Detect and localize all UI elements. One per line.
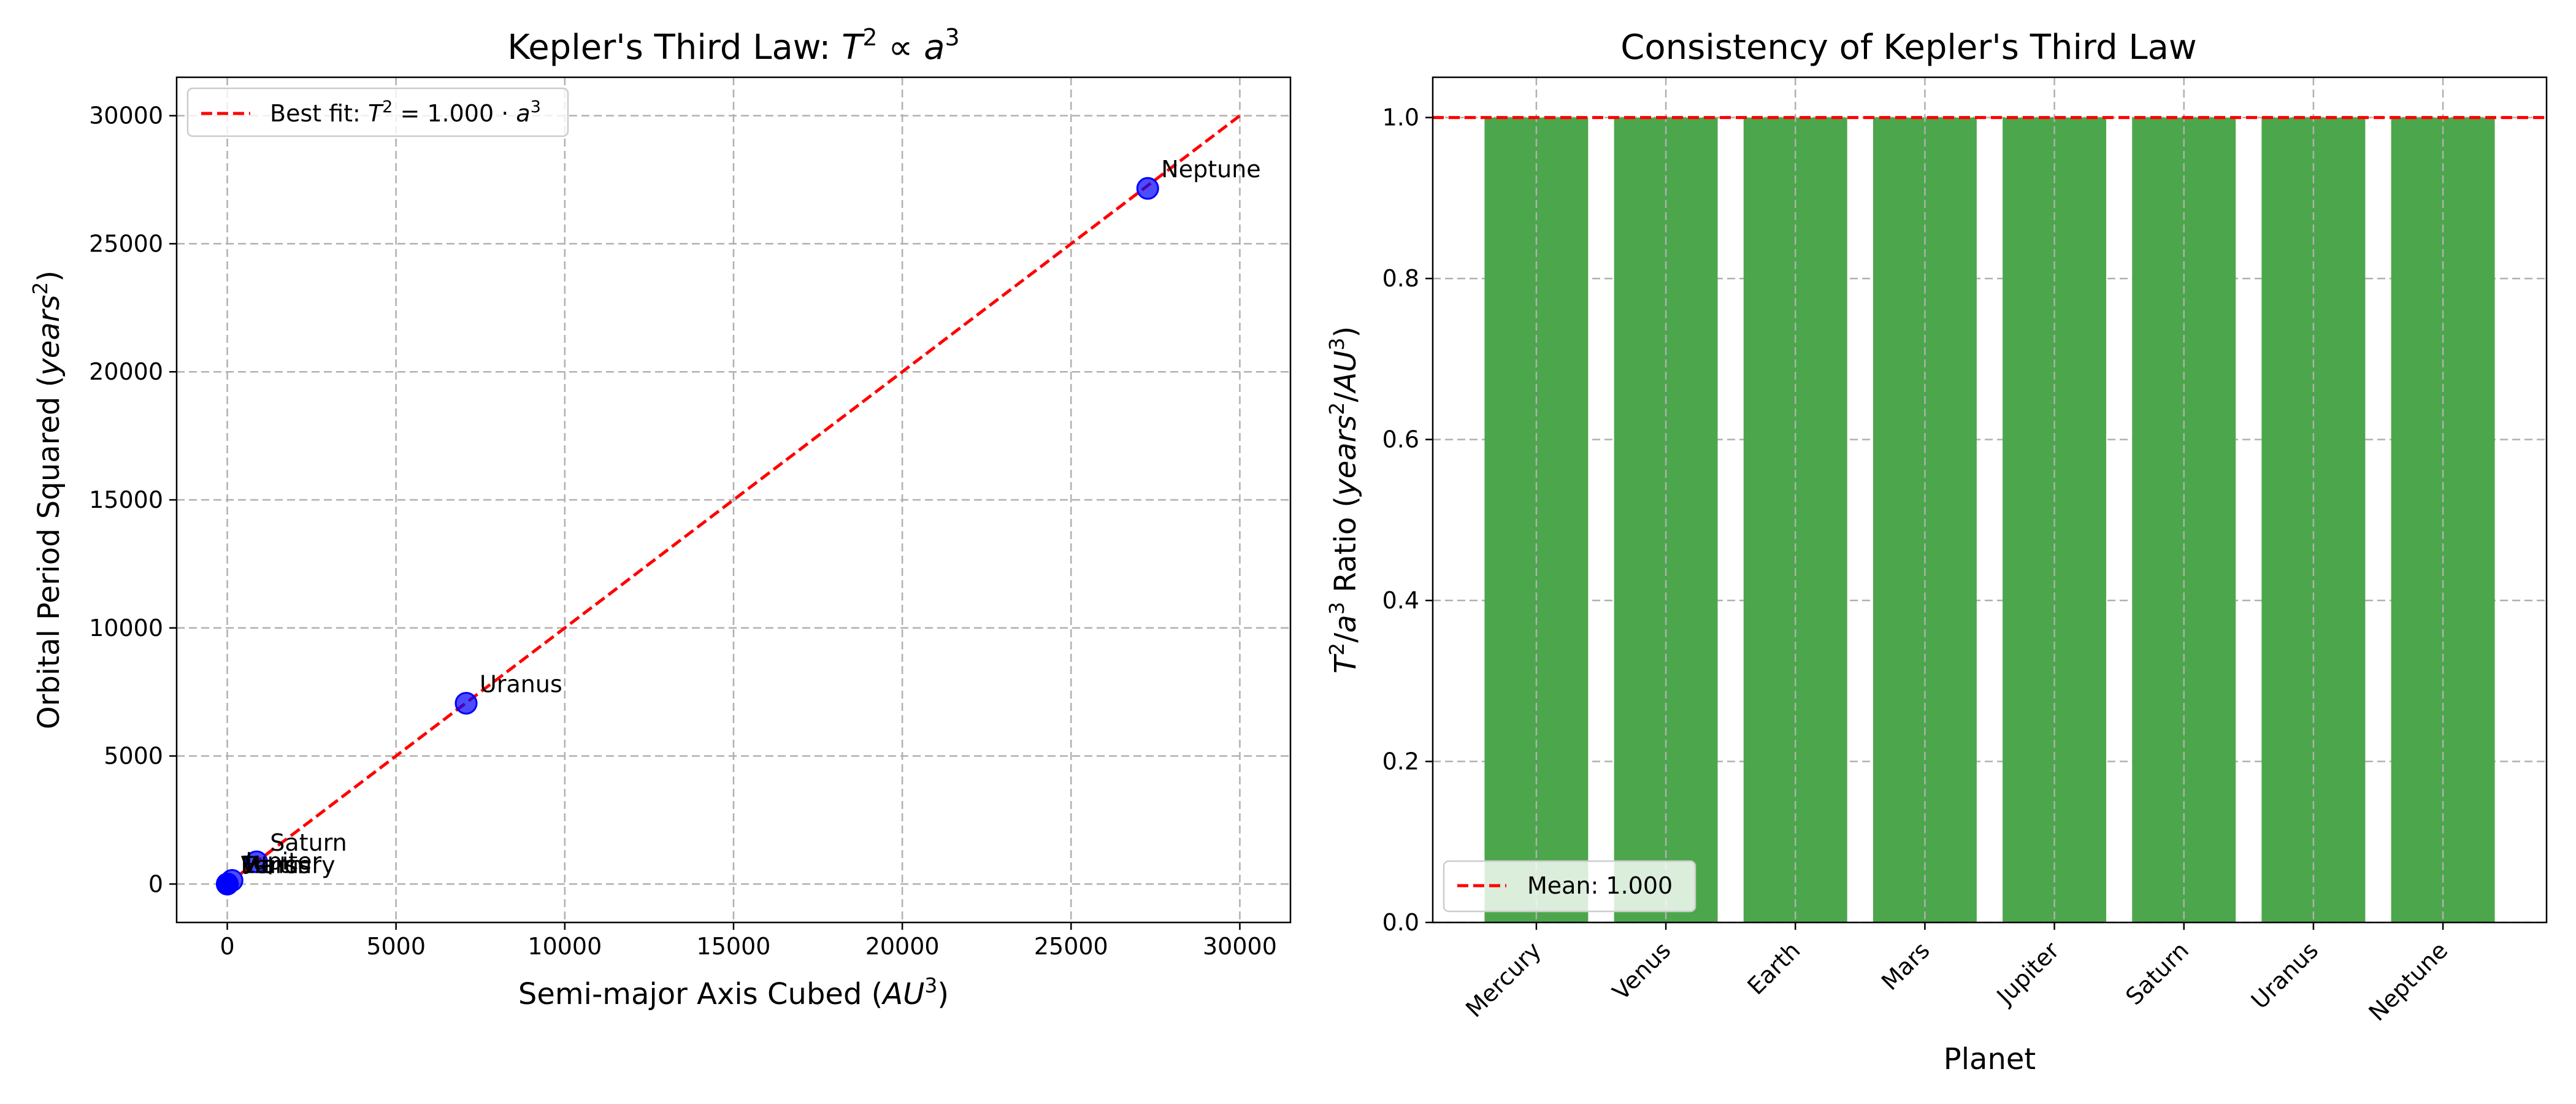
x-tick-label: 20000	[865, 933, 940, 960]
point-label: Neptune	[1161, 156, 1260, 183]
bar-legend: Mean: 1.000	[1443, 860, 1696, 913]
y-tick-label: 30000	[89, 102, 163, 129]
y-tick-label: 0	[148, 870, 163, 897]
x-tick-label: Mars	[1876, 937, 1935, 995]
x-tick-label: Uranus	[2246, 937, 2323, 1014]
scatter-y-axis-label: Orbital Period Squared (years2)	[28, 270, 67, 729]
data-point	[245, 850, 268, 873]
data-point	[1136, 177, 1159, 200]
point-label: Uranus	[480, 671, 562, 698]
x-tick-label: Neptune	[2364, 937, 2453, 1026]
x-tick-label: 25000	[1034, 933, 1108, 960]
scatter-x-ticks: 0 5000 10000 15000 20000 25000 30000	[220, 922, 1277, 960]
best-fit-layer	[226, 114, 1241, 886]
bar-x-ticks: Mercury Venus Earth Mars Jupiter Saturn Uranus…	[1460, 922, 2453, 1026]
data-point	[454, 692, 478, 715]
scatter-legend: Best fit: T2 = 1.000 · a3	[186, 87, 569, 137]
y-tick-label: 20000	[89, 358, 163, 385]
y-tick-label: 1.0	[1382, 104, 1419, 131]
bar-axes-frame	[1432, 76, 2548, 924]
scatter-chart-title: Kepler's Third Law: T2 ∝ a3	[507, 24, 959, 67]
y-tick-label: 10000	[89, 615, 163, 642]
y-tick-label: 25000	[89, 230, 163, 257]
bar-legend-box	[1443, 860, 1696, 913]
x-tick-label: Saturn	[2120, 937, 2194, 1010]
point-label: Saturn	[270, 829, 347, 856]
bars-layer	[1484, 117, 2495, 923]
bar-vertical-grid	[1535, 77, 2444, 922]
data-points-layer	[216, 177, 1159, 895]
y-tick-label: 0.6	[1382, 426, 1419, 453]
scatter-chart: Kepler's Third Law: T2 ∝ a3 MercuryVenus…	[28, 24, 1292, 1012]
x-tick-label: 15000	[697, 933, 771, 960]
bar-y-axis-label: T2/a3 Ratio (years2/AU3)	[1325, 326, 1363, 673]
best-fit-legend-label: Best fit: T2 = 1.000 · a3	[270, 98, 541, 128]
bar-grid	[1433, 117, 2547, 924]
bar-y-ticks: 0.0 0.2 0.4 0.6 0.8 1.0	[1382, 104, 1433, 936]
y-tick-label: 0.4	[1382, 587, 1419, 614]
x-tick-label: 10000	[527, 933, 602, 960]
mean-legend-label: Mean: 1.000	[1527, 872, 1673, 899]
scatter-legend-box	[186, 87, 569, 137]
bar-chart: Consistency of Kepler's Third Law Mercur…	[1325, 28, 2548, 1076]
y-tick-label: 5000	[104, 743, 163, 770]
y-tick-label: 0.2	[1382, 748, 1419, 775]
bar-chart-title: Consistency of Kepler's Third Law	[1620, 28, 2196, 67]
scatter-y-ticks: 0 5000 10000 15000 20000 25000 30000	[89, 102, 177, 897]
x-tick-label: Mercury	[1460, 937, 1546, 1022]
scatter-x-axis-label: Semi-major Axis Cubed (AU3)	[518, 973, 949, 1012]
point-label: Venus	[241, 851, 311, 878]
y-tick-label: 0.8	[1382, 265, 1419, 292]
x-tick-label: Earth	[1742, 937, 1805, 1000]
point-label: Mercury	[241, 851, 335, 878]
y-tick-label: 0.0	[1382, 909, 1419, 936]
x-tick-label: Jupiter	[1991, 937, 2064, 1010]
best-fit-line	[226, 114, 1241, 886]
point-label: Earth	[241, 851, 304, 878]
data-point	[220, 868, 243, 892]
x-tick-label: 0	[220, 933, 234, 960]
x-tick-label: 5000	[366, 933, 426, 960]
point-label: Jupiter	[244, 848, 321, 875]
x-tick-label: Venus	[1607, 937, 1676, 1005]
x-tick-label: 30000	[1203, 933, 1277, 960]
point-label: Mars	[241, 851, 297, 878]
bar-x-axis-label: Planet	[1944, 1042, 2036, 1076]
y-tick-label: 15000	[89, 486, 163, 513]
